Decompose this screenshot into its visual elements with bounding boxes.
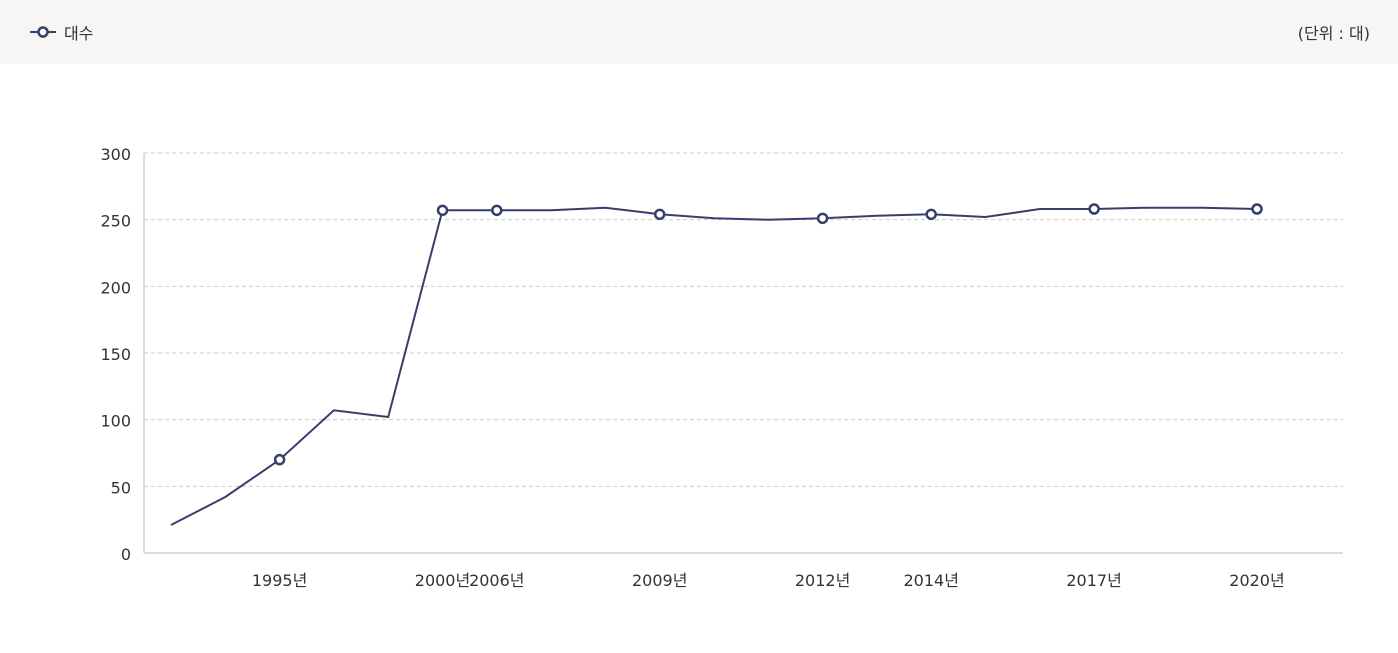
y-tick-label: 0	[121, 545, 131, 564]
x-tick-label: 2014년	[903, 571, 958, 590]
y-tick-label: 100	[100, 412, 131, 431]
data-point	[816, 212, 829, 225]
data-point	[1251, 203, 1263, 215]
line-circle-marker-icon	[30, 26, 56, 38]
y-tick-label: 300	[100, 145, 131, 164]
x-tick-label: 1995년	[252, 571, 307, 590]
series-line	[170, 206, 1258, 526]
data-point	[1088, 203, 1100, 215]
data-point	[491, 204, 503, 217]
y-tick-label: 250	[100, 212, 131, 231]
x-tick-label: 2009년	[632, 571, 687, 590]
x-tick-label: 2017년	[1066, 571, 1121, 590]
y-tick-label: 200	[100, 278, 131, 297]
x-tick-label: 2000년	[415, 571, 470, 590]
unit-label: (단위 : 대)	[1297, 24, 1370, 43]
data-point	[273, 453, 286, 466]
data-point	[436, 204, 449, 217]
x-tick-label: 2006년	[469, 571, 524, 590]
legend[interactable]: 대수	[30, 20, 93, 44]
y-tick-label: 150	[100, 345, 131, 364]
x-tick-label: 2020년	[1229, 571, 1284, 590]
data-point	[925, 208, 937, 221]
chart-header: 대수 (단위 : 대)	[0, 0, 1398, 64]
x-tick-label: 2012년	[795, 571, 850, 590]
data-point	[653, 208, 666, 221]
legend-label: 대수	[64, 24, 94, 43]
y-tick-label: 50	[111, 478, 131, 497]
